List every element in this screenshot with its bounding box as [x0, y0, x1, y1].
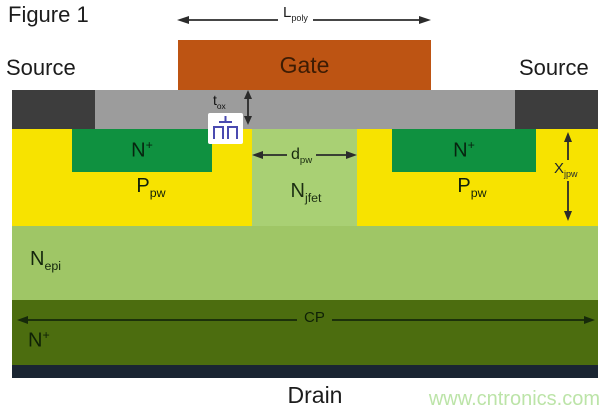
njfet-region	[252, 129, 357, 226]
gate-oxide-layer	[12, 90, 598, 129]
nplus-left-label: N+	[131, 138, 153, 162]
drain-label: Drain	[287, 382, 343, 408]
figure-title: Figure 1	[8, 2, 89, 27]
drain-contact-layer	[12, 365, 598, 378]
cp-label: CP	[297, 309, 332, 327]
nplus-substrate-label: N+	[28, 328, 50, 352]
source-contact-right	[515, 90, 598, 129]
nepi-layer	[12, 226, 598, 300]
lpoly-label: Lpoly	[278, 4, 313, 24]
watermark: www.cntronics.com	[428, 388, 600, 410]
ppw-left-label: Ppw	[136, 175, 166, 200]
nplus-source-right-region: N+	[392, 129, 536, 172]
source-left-label: Source	[6, 55, 76, 80]
gate-label: Gate	[279, 51, 330, 78]
mosfet-symbol-icon	[213, 116, 238, 139]
tox-dimension-arrow	[244, 90, 252, 125]
gate-region: Gate	[178, 40, 431, 90]
ppw-right-label: Ppw	[457, 175, 487, 200]
tox-label: tox	[213, 92, 226, 111]
nepi-label: Nepi	[30, 248, 61, 273]
mosfet-symbol-callout	[208, 113, 243, 144]
nplus-right-label: N+	[453, 138, 475, 162]
dpw-label: dpw	[287, 146, 317, 167]
xjpw-label: Xjpw	[552, 160, 580, 181]
source-right-label: Source	[519, 55, 589, 80]
nplus-source-left-region: N+	[72, 129, 212, 172]
njfet-label: Njfet	[290, 180, 322, 205]
source-contact-left	[12, 90, 95, 129]
